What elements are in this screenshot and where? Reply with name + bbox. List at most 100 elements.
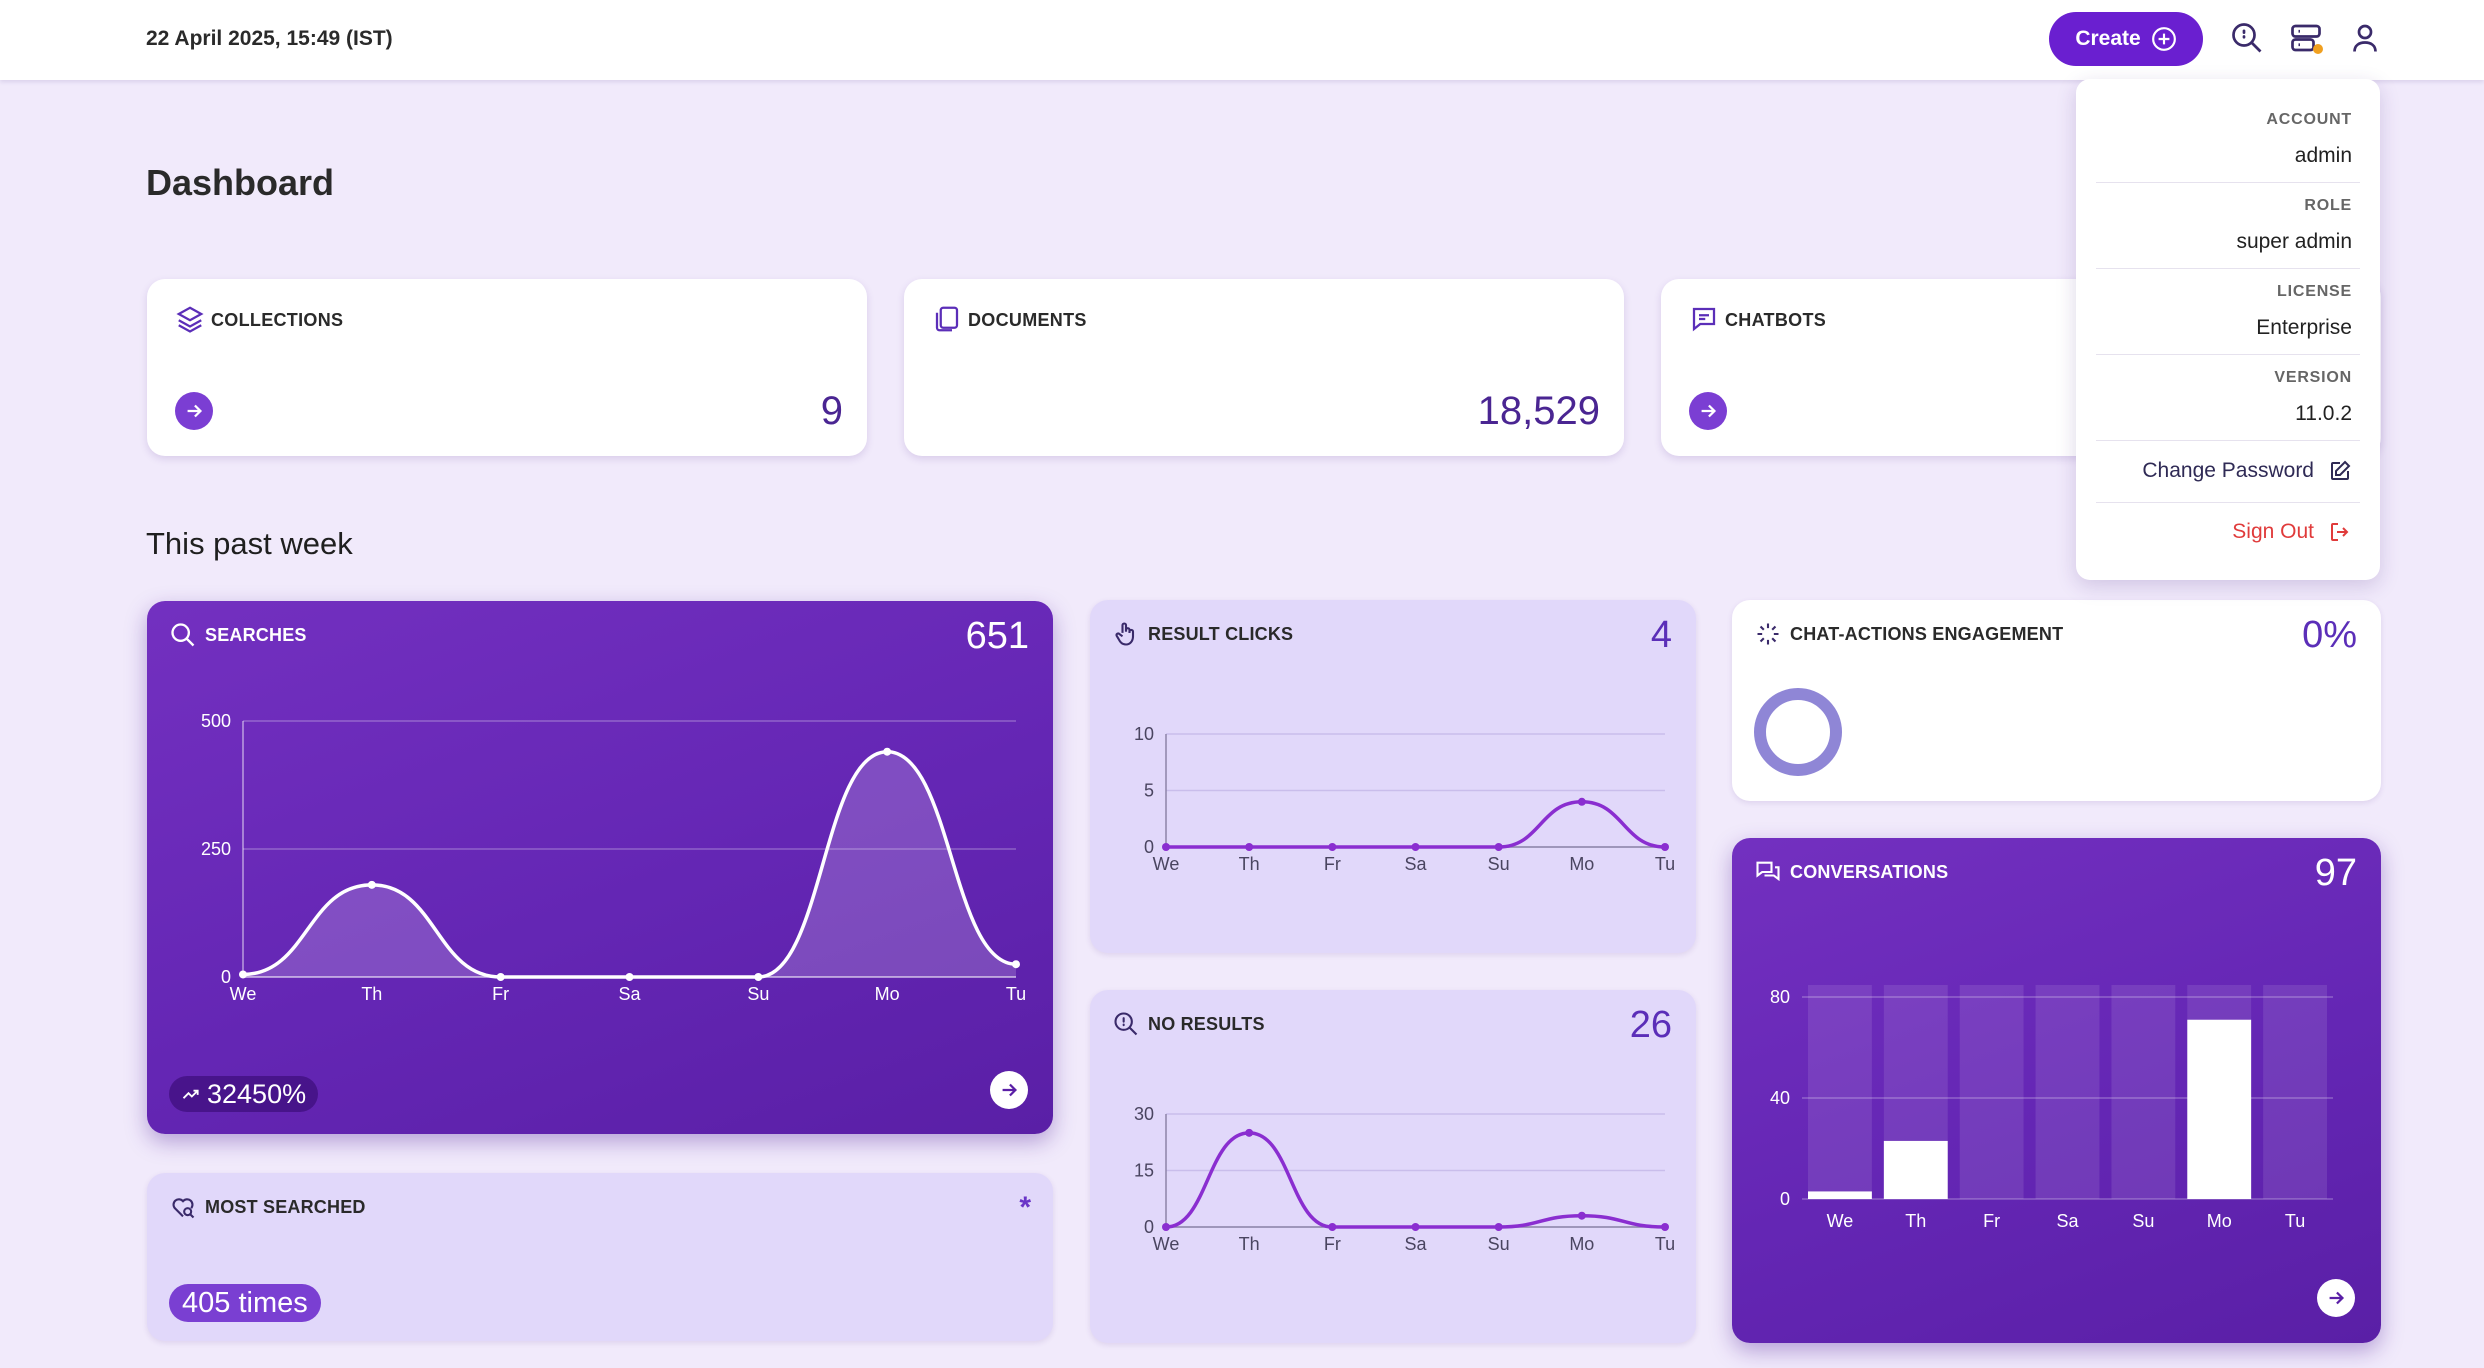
- x-tick-label: Sa: [1404, 854, 1427, 874]
- page-title: Dashboard: [146, 162, 335, 203]
- x-tick-label: We: [1827, 1211, 1854, 1231]
- trend-value: 32450%: [207, 1078, 307, 1109]
- no-results-card: NO RESULTS 26 0 15 30 We Th Fr Sa Su Mo Tu: [1090, 990, 1696, 1343]
- search-icon: [171, 623, 195, 647]
- data-point: [1245, 843, 1254, 851]
- change-password-label: Change Password: [2142, 459, 2314, 482]
- divider: [2096, 182, 2360, 183]
- most-searched-card: MOST SEARCHED * 405 times: [147, 1173, 1053, 1341]
- data-point: [496, 973, 505, 981]
- collections-card: COLLECTIONS 9: [147, 279, 867, 456]
- collections-go-button[interactable]: [175, 392, 213, 430]
- most-searched-marker: *: [1019, 1191, 1031, 1224]
- result-clicks-title: RESULT CLICKS: [1148, 624, 1294, 644]
- edit-icon: [2331, 460, 2351, 480]
- search-icon[interactable]: [2229, 20, 2265, 56]
- y-tick-label: 30: [1134, 1104, 1154, 1124]
- data-point: [239, 970, 247, 979]
- y-tick-label: 5: [1144, 781, 1154, 801]
- data-point: [1494, 843, 1503, 851]
- conversations-card: CONVERSATIONS 97 0 40 80 We Th Fr Sa Su Mo Tu: [1732, 838, 2381, 1343]
- sign-out-icon: [2331, 523, 2349, 541]
- chat-icon: [1692, 307, 1716, 332]
- conversations-title: CONVERSATIONS: [1790, 862, 1949, 882]
- user-icon[interactable]: [2347, 20, 2383, 56]
- bar-track: [1808, 985, 1872, 1199]
- bar: [1883, 1140, 1948, 1199]
- arrow-right-icon: [1002, 1083, 1018, 1097]
- role-value: super admin: [2236, 230, 2352, 253]
- conversations-total: 97: [2314, 852, 2357, 894]
- search-question-icon: [1114, 1012, 1138, 1036]
- x-tick-label: Mo: [1569, 1234, 1594, 1254]
- x-tick-label: Fr: [492, 984, 509, 1004]
- engagement-donut-ring: [1754, 688, 1842, 776]
- x-tick-label: We: [1153, 1234, 1180, 1254]
- plus-circle-icon: [2151, 27, 2176, 51]
- arrow-right-icon: [2329, 1291, 2345, 1305]
- no-results-title: NO RESULTS: [1148, 1014, 1265, 1034]
- bar-track: [2263, 985, 2327, 1199]
- most-searched-times: 405 times: [169, 1284, 321, 1322]
- data-point: [1661, 843, 1669, 851]
- no-results-total: 26: [1629, 1004, 1672, 1046]
- y-tick-label: 0: [1144, 837, 1154, 857]
- x-tick-label: Fr: [1324, 1234, 1341, 1254]
- data-point: [367, 880, 376, 889]
- engagement-donut: [1754, 688, 1842, 776]
- x-tick-label: Tu: [1655, 1234, 1675, 1254]
- y-tick-label: 0: [1780, 1189, 1790, 1209]
- arrow-right-icon: [1701, 404, 1717, 418]
- no-results-chart: 0 15 30 We Th Fr Sa Su Mo Tu: [1134, 1104, 1675, 1254]
- y-tick-label: 0: [221, 967, 231, 987]
- bar-track: [2111, 985, 2176, 1199]
- heart-search-icon: [172, 1198, 195, 1219]
- documents-count: 18,529: [1477, 389, 1600, 433]
- x-tick-label: Fr: [1324, 854, 1341, 874]
- y-tick-label: 80: [1770, 987, 1790, 1007]
- x-tick-label: Su: [747, 984, 769, 1004]
- x-tick-label: Mo: [875, 984, 900, 1004]
- chatbots-go-button[interactable]: [1689, 392, 1727, 430]
- current-datetime: 22 April 2025, 15:49 (IST): [146, 27, 393, 50]
- divider: [2096, 354, 2360, 355]
- x-tick-label: Th: [361, 984, 382, 1004]
- data-point: [1162, 1223, 1170, 1231]
- create-button[interactable]: Create: [2049, 12, 2203, 66]
- data-point: [1245, 1128, 1254, 1137]
- x-tick-label: Fr: [1983, 1211, 2000, 1231]
- x-tick-label: Th: [1239, 854, 1260, 874]
- trend-up-icon: [182, 1089, 199, 1099]
- x-tick-label: Sa: [2056, 1211, 2079, 1231]
- layers-icon: [176, 306, 204, 333]
- section-title: This past week: [146, 526, 353, 561]
- divider: [2096, 268, 2360, 269]
- bar: [1808, 1191, 1872, 1199]
- divider: [2096, 502, 2360, 503]
- y-tick-label: 250: [201, 839, 231, 859]
- documents-card: DOCUMENTS 18,529: [904, 279, 1624, 456]
- searches-go-button[interactable]: [990, 1071, 1028, 1109]
- y-tick-label: 0: [1144, 1217, 1154, 1237]
- bar-track: [2035, 985, 2100, 1199]
- chat-engagement-title: CHAT-ACTIONS ENGAGEMENT: [1790, 624, 2064, 644]
- x-tick-label: Th: [1905, 1211, 1926, 1231]
- collections-title: COLLECTIONS: [211, 310, 344, 330]
- trend-badge: 32450%: [169, 1076, 319, 1112]
- documents-title: DOCUMENTS: [968, 310, 1087, 330]
- data-point: [1162, 843, 1170, 851]
- version-value: 11.0.2: [2295, 402, 2352, 425]
- series-line: [1165, 1131, 1666, 1229]
- conversations-go-button[interactable]: [2317, 1279, 2355, 1317]
- license-value: Enterprise: [2256, 316, 2352, 339]
- x-tick-label: Sa: [1404, 1234, 1427, 1254]
- sign-out-item[interactable]: Sign Out: [2232, 520, 2352, 544]
- conversations-chart: 0 40 80 We Th Fr Sa Su Mo Tu: [1770, 985, 2333, 1231]
- license-label: LICENSE: [2277, 283, 2352, 300]
- create-button-label: Create: [2075, 27, 2141, 50]
- series-line: [1165, 800, 1666, 849]
- result-clicks-card: RESULT CLICKS 4 0 5 10 We Th Fr Sa Su Mo Tu: [1090, 600, 1696, 953]
- collections-count: 9: [820, 389, 843, 433]
- pointer-hand-icon: [1115, 622, 1135, 646]
- change-password-item[interactable]: Change Password: [2142, 459, 2352, 483]
